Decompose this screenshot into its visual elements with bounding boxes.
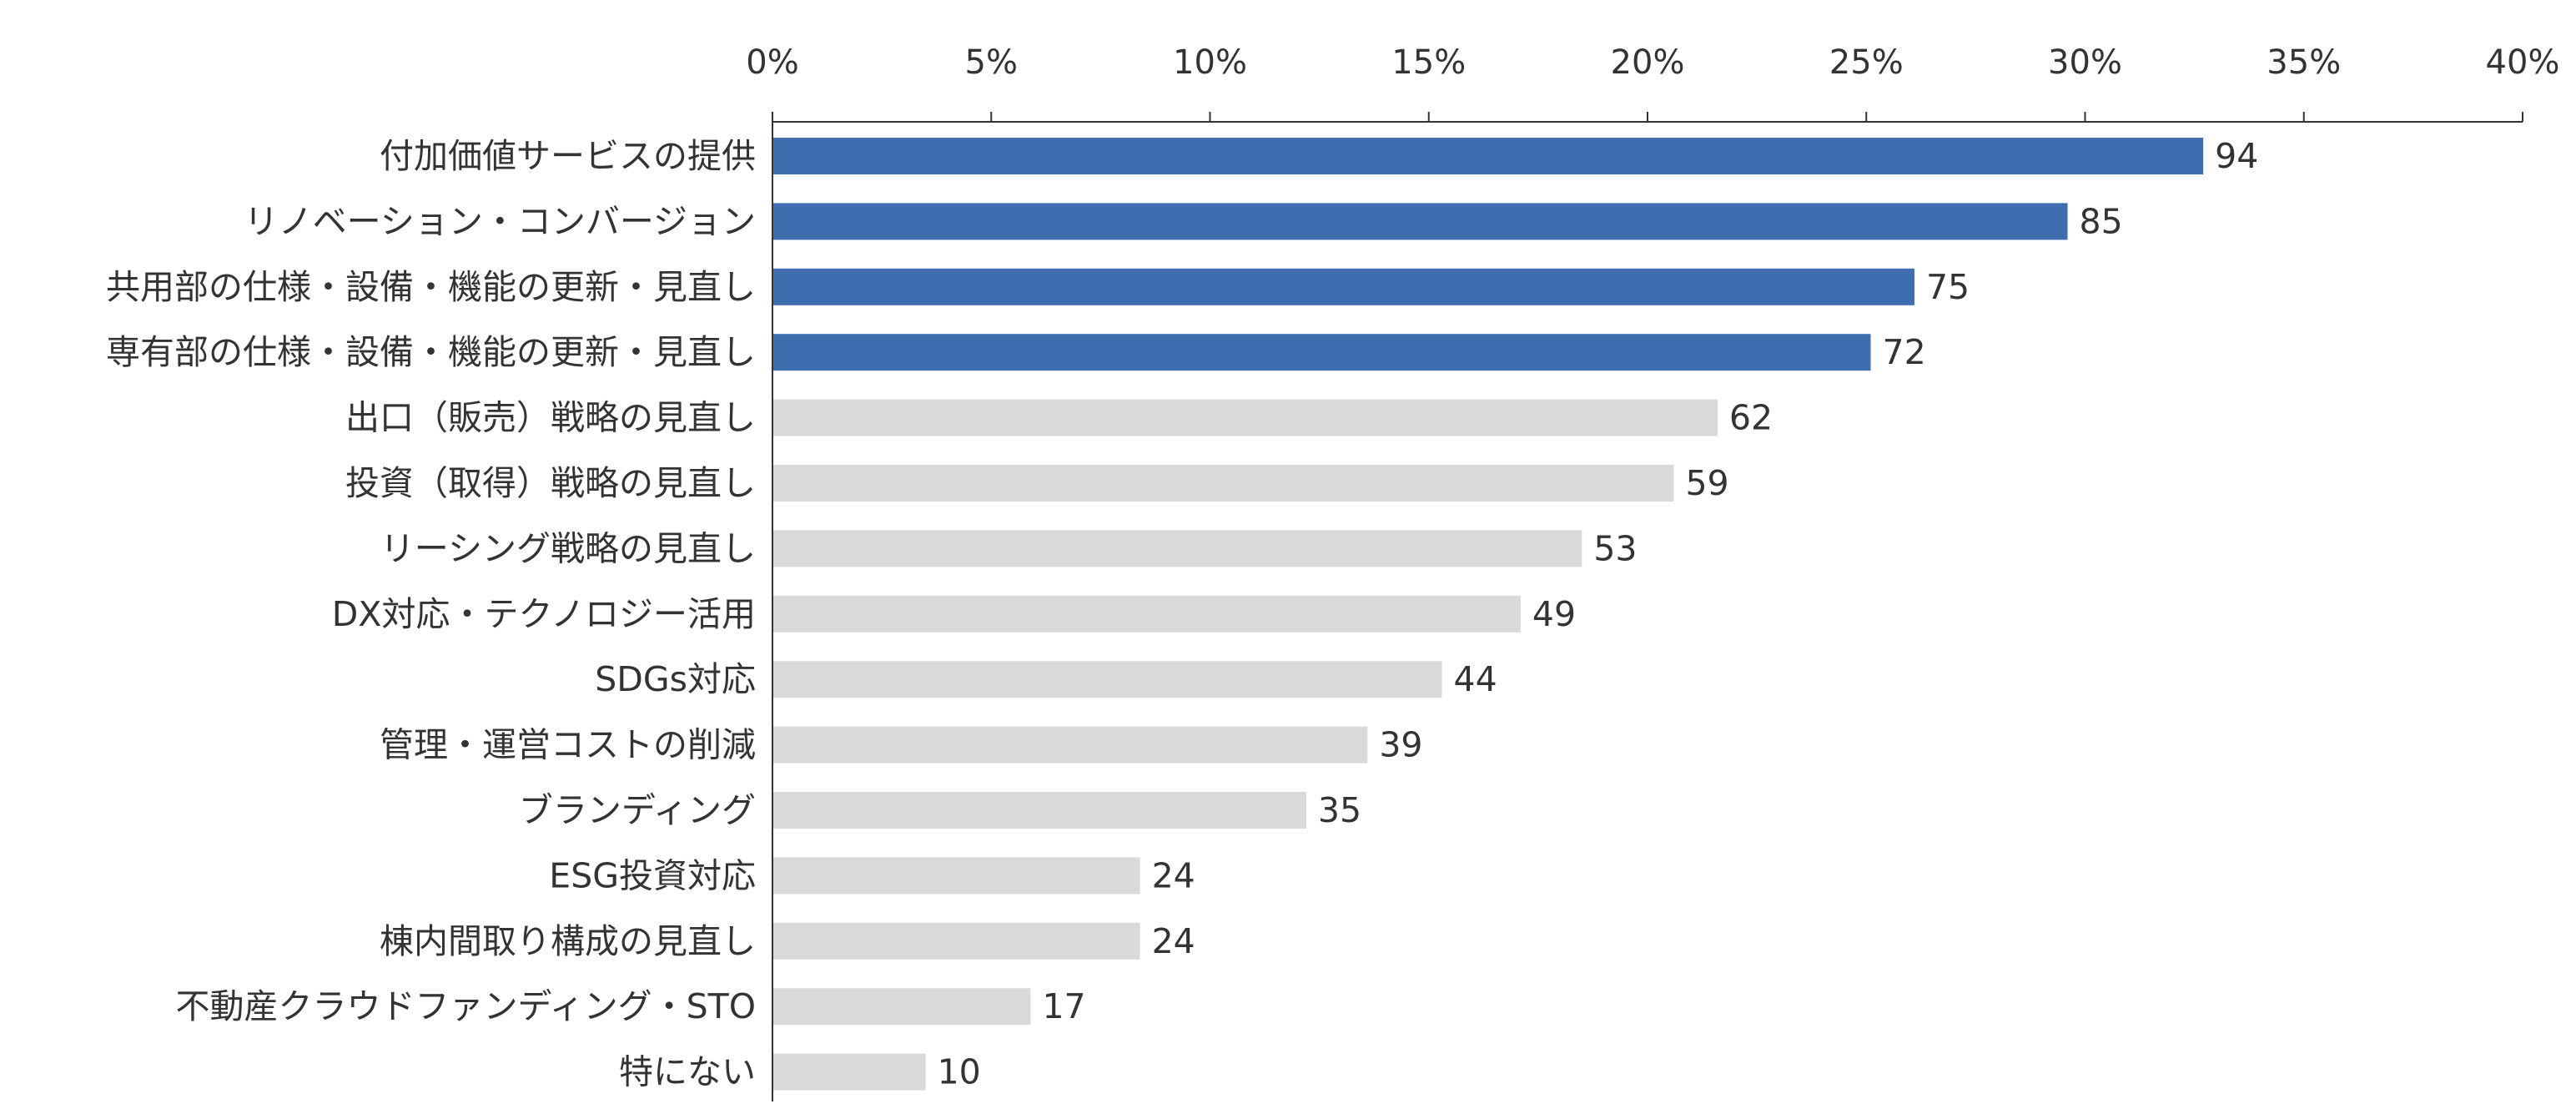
x-tick-label: 0% bbox=[746, 43, 798, 82]
value-label: 85 bbox=[2080, 201, 2123, 241]
value-label: 10 bbox=[938, 1052, 981, 1092]
x-tick-label: 30% bbox=[2048, 43, 2122, 82]
category-label: 出口（販売）戦略の見直し bbox=[345, 398, 756, 438]
value-label: 24 bbox=[1152, 855, 1195, 895]
bar bbox=[773, 661, 1442, 698]
bar bbox=[773, 465, 1674, 502]
x-tick-label: 20% bbox=[1611, 43, 1685, 82]
category-label: SDGs対応 bbox=[595, 659, 756, 699]
bar bbox=[773, 530, 1582, 567]
value-label: 44 bbox=[1453, 659, 1497, 699]
category-label: 不動産クラウドファンディング・STO bbox=[176, 986, 756, 1026]
x-tick-label: 15% bbox=[1391, 43, 1466, 82]
value-label: 59 bbox=[1685, 463, 1728, 503]
category-label: ブランディング bbox=[519, 790, 756, 830]
category-label: 棟内間取り構成の見直し bbox=[380, 921, 756, 961]
value-label: 17 bbox=[1042, 986, 1085, 1026]
x-tick-label: 5% bbox=[965, 43, 1018, 82]
value-label: 24 bbox=[1152, 921, 1195, 961]
category-label: 特にない bbox=[619, 1052, 756, 1092]
x-tick-label: 10% bbox=[1173, 43, 1247, 82]
bar bbox=[773, 988, 1031, 1026]
bar bbox=[773, 726, 1368, 764]
bar bbox=[773, 268, 1914, 305]
value-label: 62 bbox=[1729, 398, 1773, 438]
bar bbox=[773, 1053, 926, 1091]
bar bbox=[773, 922, 1140, 960]
category-label: 専有部の仕様・設備・機能の更新・見直し bbox=[106, 332, 756, 372]
category-label: DX対応・テクノロジー活用 bbox=[332, 594, 756, 634]
x-axis: 0% 5% 10% 15% 20% 25% 30% 35% 40% bbox=[746, 43, 2560, 123]
value-label: 94 bbox=[2215, 136, 2258, 176]
bar bbox=[773, 334, 1871, 371]
category-label: 投資（取得）戦略の見直し bbox=[345, 463, 756, 503]
bar bbox=[773, 857, 1140, 895]
category-label: 共用部の仕様・設備・機能の更新・見直し bbox=[106, 267, 756, 307]
category-label: リノベーション・コンバージョン bbox=[244, 201, 756, 241]
category-label: リーシング戦略の見直し bbox=[380, 528, 756, 568]
category-labels: 付加価値サービスの提供リノベーション・コンバージョン共用部の仕様・設備・機能の更… bbox=[106, 136, 756, 1092]
value-label: 72 bbox=[1882, 332, 1925, 372]
bars-group bbox=[773, 138, 2204, 1091]
bar bbox=[773, 792, 1306, 829]
value-label: 49 bbox=[1532, 594, 1576, 634]
category-label: 付加価値サービスの提供 bbox=[380, 136, 756, 176]
value-label: 53 bbox=[1593, 528, 1637, 568]
bar bbox=[773, 203, 2068, 240]
category-label: 管理・運営コストの削減 bbox=[380, 725, 756, 765]
x-tick-label: 25% bbox=[1829, 43, 1904, 82]
value-label: 75 bbox=[1926, 267, 1970, 307]
bar bbox=[773, 399, 1718, 436]
bar bbox=[773, 595, 1521, 633]
category-label: ESG投資対応 bbox=[549, 855, 756, 895]
bar bbox=[773, 138, 2204, 174]
x-tick-label: 40% bbox=[2486, 43, 2560, 82]
value-label: 39 bbox=[1379, 725, 1422, 765]
value-label: 35 bbox=[1318, 790, 1361, 830]
x-tick-label: 35% bbox=[2267, 43, 2341, 82]
